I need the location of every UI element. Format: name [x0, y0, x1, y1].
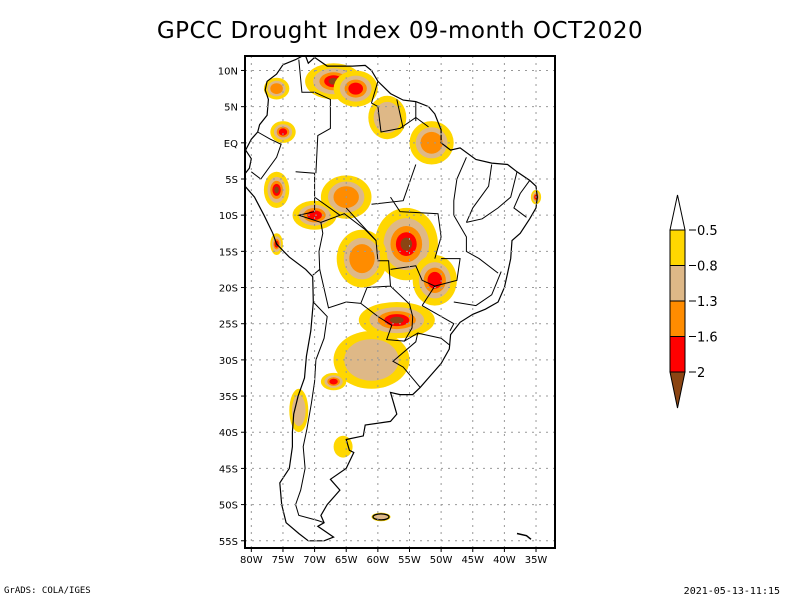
drought-region-level-3 — [420, 131, 443, 154]
lon-tick-label: 80W — [240, 555, 263, 566]
colorbar: 0.5 0.8 1.3 1.6 2 — [669, 194, 718, 409]
country-border — [392, 332, 421, 388]
footer-credit: GrADS: COLA/IGES — [4, 586, 91, 596]
country-border — [421, 305, 455, 332]
lat-tick-label: 20S — [219, 284, 238, 295]
lat-tick-label: 40S — [219, 428, 238, 439]
drought-region-level-4 — [278, 128, 288, 136]
country-border — [453, 271, 502, 307]
lon-tick-label: 40W — [493, 555, 516, 566]
lon-tick-label: 65W — [335, 555, 358, 566]
country-border — [421, 258, 461, 306]
lon-tick-label: 75W — [272, 555, 295, 566]
country-border — [466, 171, 518, 223]
lon-tick-label: 45W — [461, 555, 484, 566]
lon-tick-label: 60W — [367, 555, 390, 566]
drought-region-level-4 — [329, 378, 338, 385]
country-border — [390, 196, 442, 259]
country-border — [345, 207, 377, 241]
lat-tick-label: 50S — [219, 501, 238, 512]
colorbar-arrow-bottom — [669, 371, 686, 409]
drought-region-level-4 — [348, 82, 364, 95]
lon-tick-label: 55W — [398, 555, 421, 566]
drought-region-level-5 — [274, 186, 279, 194]
falkland-islands — [372, 513, 390, 521]
country-border — [314, 196, 341, 216]
lat-tick-label: 10N — [218, 66, 238, 77]
lat-tick-label: 30S — [219, 356, 238, 367]
lat-tick-label: 15S — [219, 247, 238, 258]
colorbar-label: 1.3 — [697, 295, 718, 310]
drought-region-level-3 — [349, 244, 375, 274]
country-border — [465, 164, 493, 223]
lat-tick-label: 5N — [224, 103, 238, 114]
country-border — [390, 265, 436, 287]
lon-tick-label: 50W — [430, 555, 453, 566]
lat-tick-label: 35S — [219, 392, 238, 403]
country-border — [396, 99, 404, 129]
gridlines — [245, 56, 555, 548]
lat-tick-label: 5S — [225, 175, 238, 186]
drought-region-level-3 — [270, 83, 283, 94]
drought-region-level-5 — [400, 237, 412, 251]
footer-timestamp: 2021-05-13-11:15 — [683, 586, 780, 597]
coastline-layer — [245, 56, 538, 542]
colorbar-segment — [669, 300, 686, 337]
south-georgia — [516, 532, 532, 540]
colorbar-arrow-top — [669, 194, 686, 231]
colorbar-label: 0.8 — [697, 260, 718, 275]
country-border — [453, 214, 499, 274]
lon-tick-label: 70W — [303, 555, 326, 566]
drought-region-level-2 — [292, 394, 306, 427]
colorbar-label: 1.6 — [697, 331, 718, 346]
country-border — [513, 180, 531, 218]
drought-region-level-1 — [333, 435, 353, 458]
lat-tick-label: 55S — [219, 537, 238, 548]
lat-tick-label: 10S — [219, 211, 238, 222]
lat-tick-label: 45S — [219, 464, 238, 475]
colorbar-segment — [669, 265, 686, 302]
colorbar-segment — [669, 336, 686, 373]
country-border — [250, 131, 282, 180]
country-border — [295, 301, 328, 524]
drought-region-level-5 — [390, 316, 404, 324]
colorbar-segment — [669, 229, 686, 266]
colorbar-label: 2 — [697, 366, 705, 381]
country-border — [298, 59, 331, 174]
country-border — [371, 164, 417, 205]
country-border — [319, 213, 392, 309]
lon-tick-label: 35W — [525, 555, 548, 566]
axes: 10N 5N EQ 5S 10S 15S 20S 25S 30S 35S 40S 45S 50S 55S8… — [218, 66, 548, 566]
coastline — [245, 56, 538, 542]
lat-tick-label: EQ — [224, 139, 238, 150]
country-border — [417, 332, 451, 346]
colorbar-label: 0.5 — [697, 224, 718, 239]
drought-fill-layer — [263, 63, 542, 522]
lat-tick-label: 25S — [219, 320, 238, 331]
country-border — [453, 157, 467, 216]
chart-title: GPCC Drought Index 09-month OCT2020 — [156, 18, 644, 44]
map-frame — [244, 55, 556, 549]
